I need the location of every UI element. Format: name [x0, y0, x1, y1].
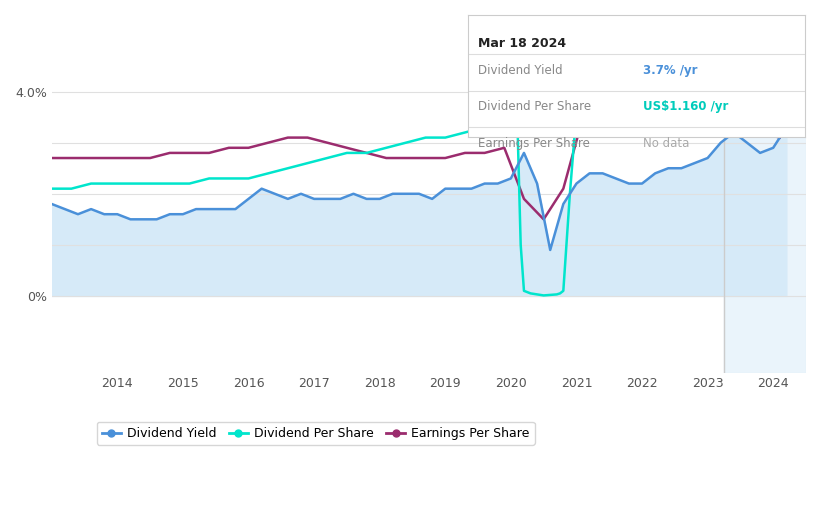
Text: Earnings Per Share: Earnings Per Share — [478, 137, 590, 150]
Text: Past: Past — [727, 30, 750, 40]
Text: Dividend Yield: Dividend Yield — [478, 64, 562, 77]
Text: No data: No data — [643, 137, 690, 150]
Text: Dividend Per Share: Dividend Per Share — [478, 100, 591, 113]
Text: 3.7% /yr: 3.7% /yr — [643, 64, 698, 77]
Bar — [724, 15, 806, 372]
Legend: Dividend Yield, Dividend Per Share, Earnings Per Share: Dividend Yield, Dividend Per Share, Earn… — [97, 422, 534, 445]
Text: Mar 18 2024: Mar 18 2024 — [478, 37, 566, 50]
Text: US$1.160 /yr: US$1.160 /yr — [643, 100, 728, 113]
